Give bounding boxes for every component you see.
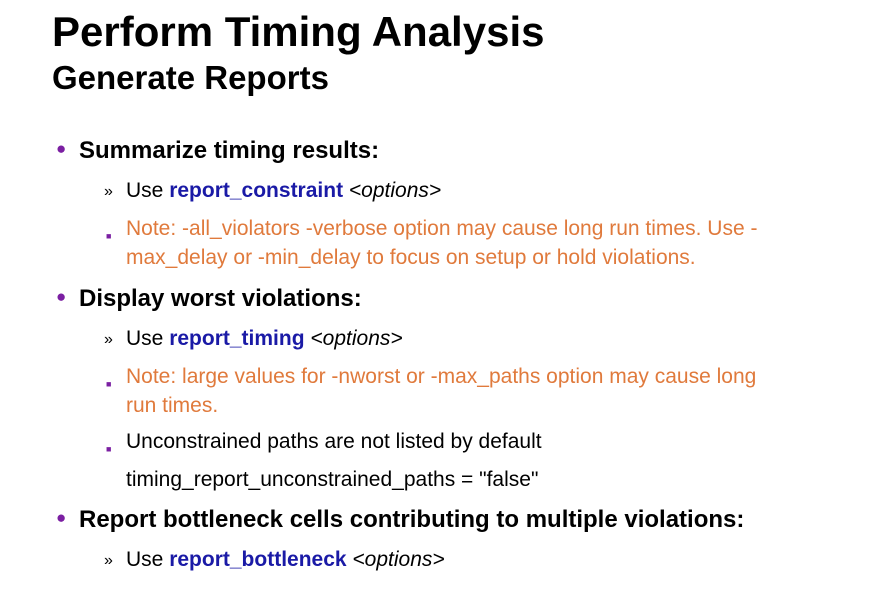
command-name: report_constraint: [169, 179, 344, 202]
bullet-label: Display worst violations:: [79, 285, 362, 312]
bullet-dot-icon: ●: [56, 287, 67, 306]
double-chevron-icon: »: [104, 331, 113, 348]
bullet-dot-icon: ●: [56, 508, 67, 527]
variable-setting: timing_report_unconstrained_paths = "fal…: [126, 468, 539, 491]
command-options: <options>: [310, 327, 403, 350]
command-options: <options>: [348, 179, 442, 202]
sub-item-text: Use report_bottleneck <options>: [126, 545, 445, 574]
sub-item-text: Use report_timing <options>: [126, 324, 403, 353]
page-title: Perform Timing Analysis: [52, 8, 545, 55]
bullet-dot-icon: ●: [56, 139, 67, 158]
bullet-label: Summarize timing results:: [79, 137, 380, 164]
use-prefix: Use: [126, 179, 164, 202]
page-subtitle: Generate Reports: [52, 59, 329, 96]
note-text-line2: max_delay or -min_delay to focus on setu…: [126, 246, 696, 269]
note-text-line2: run times.: [126, 394, 219, 417]
command-name: report_bottleneck: [169, 548, 347, 571]
use-prefix: Use: [126, 548, 164, 571]
note-text-line1: Note: -all_violators -verbose option may…: [126, 217, 758, 240]
command-name: report_timing: [169, 327, 305, 350]
use-prefix: Use: [126, 327, 164, 350]
double-chevron-icon: »: [104, 552, 113, 569]
square-bullet-icon: ■: [106, 379, 112, 389]
bullet-label: Report bottleneck cells contributing to …: [79, 506, 745, 533]
square-bullet-icon: ■: [106, 444, 112, 454]
sub-item-text: Use report_constraint <options>: [126, 176, 441, 205]
sub-item-text: Unconstrained paths are not listed by de…: [126, 430, 542, 453]
command-options: <options>: [352, 548, 445, 571]
double-chevron-icon: »: [104, 183, 113, 200]
note-text-line1: Note: large values for -nworst or -max_p…: [126, 365, 757, 388]
square-bullet-icon: ■: [106, 231, 112, 241]
